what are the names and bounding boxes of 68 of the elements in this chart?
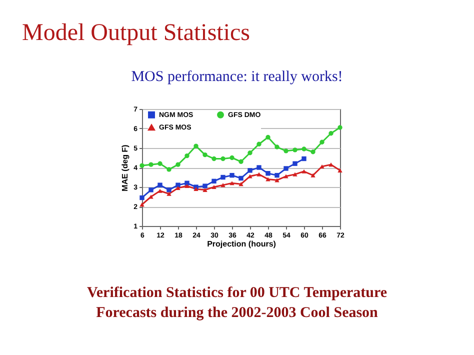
point [302, 156, 306, 162]
point [256, 172, 262, 176]
point [202, 152, 208, 158]
point [158, 188, 162, 193]
point [238, 176, 244, 181]
point [220, 156, 226, 162]
point [320, 140, 324, 144]
point [202, 184, 208, 188]
point [238, 159, 244, 164]
point [310, 150, 316, 154]
point [238, 182, 244, 186]
point [166, 167, 172, 172]
point [248, 174, 252, 178]
point [302, 146, 306, 152]
point [212, 184, 216, 190]
point [166, 192, 172, 196]
text: Verification Statistics for 00 UTC Temperature [86, 285, 388, 301]
point [310, 173, 316, 178]
point [176, 162, 180, 167]
point [328, 162, 334, 167]
point [194, 144, 198, 148]
point [274, 144, 280, 150]
point [256, 142, 262, 146]
point [220, 183, 226, 188]
point [256, 165, 262, 170]
chart-title: Model Output Statistics [22, 20, 250, 46]
point [284, 166, 288, 171]
point [148, 162, 154, 167]
point [202, 188, 208, 192]
point [148, 188, 154, 192]
point [184, 153, 190, 158]
point [292, 148, 298, 152]
point [302, 169, 306, 174]
point [320, 164, 324, 169]
x-axis-title: Projection (hours) [207, 240, 276, 248]
point [140, 195, 144, 200]
chart-subtitle: MOS performance: it really works! [131, 69, 343, 85]
point [328, 131, 334, 136]
point [230, 155, 234, 160]
y-axis-title: MAE (deg F) [120, 144, 130, 192]
point [184, 184, 190, 188]
point [292, 172, 298, 176]
point [212, 156, 216, 162]
point [274, 172, 280, 178]
point [148, 194, 154, 199]
point [284, 148, 288, 154]
point [338, 168, 342, 172]
text: Forecasts during the 2002-2003 Cool Season [96, 305, 379, 321]
point [220, 174, 226, 180]
point [292, 161, 298, 166]
point [338, 125, 342, 130]
point [266, 171, 270, 176]
point [140, 202, 144, 207]
point [176, 186, 180, 190]
point [230, 181, 234, 186]
point [166, 188, 172, 192]
point [230, 172, 234, 178]
point [266, 134, 270, 140]
point [212, 178, 216, 184]
point [248, 168, 252, 173]
line-series [140, 162, 342, 207]
point [284, 174, 288, 178]
point [158, 161, 162, 166]
point [176, 182, 180, 188]
point [184, 180, 190, 186]
point [140, 163, 144, 168]
point [248, 150, 252, 156]
point [158, 182, 162, 188]
